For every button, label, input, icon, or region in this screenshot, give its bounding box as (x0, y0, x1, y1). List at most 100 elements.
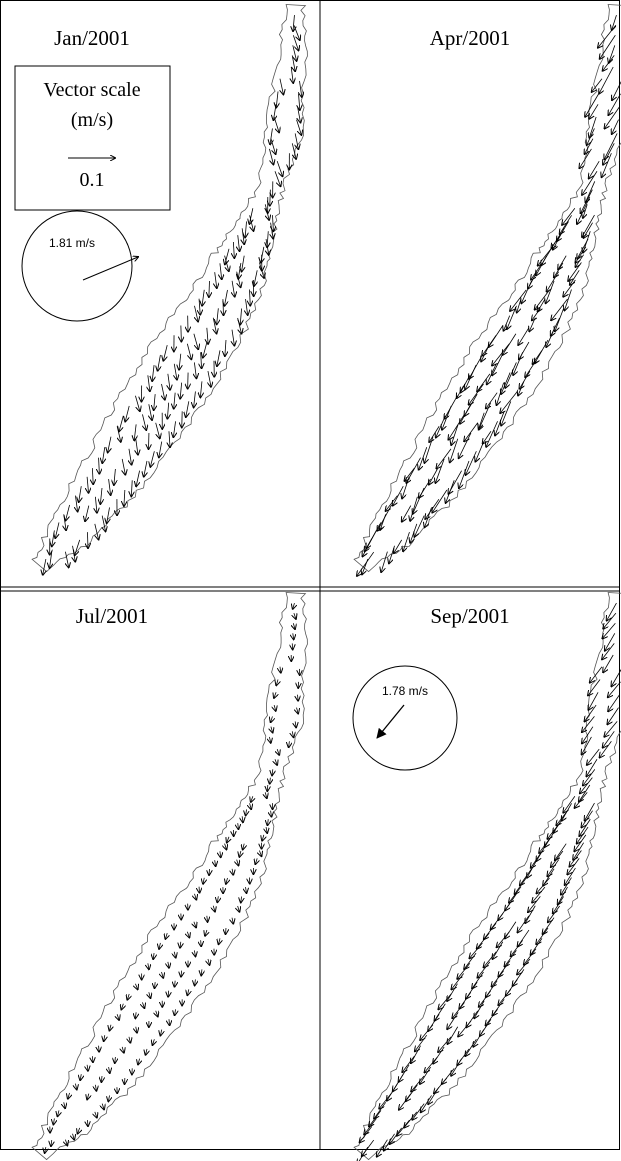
current-vector (100, 487, 102, 504)
current-vector (220, 263, 222, 279)
current-vector (102, 515, 105, 532)
current-vector (589, 116, 597, 138)
current-vector (275, 759, 277, 765)
current-vector (276, 161, 282, 176)
current-vector (446, 480, 455, 503)
current-vector (438, 1036, 452, 1052)
current-vector (497, 382, 505, 405)
current-vector (217, 308, 219, 324)
current-vector (232, 868, 233, 875)
current-vector (536, 255, 547, 276)
current-vector (148, 963, 149, 969)
current-vector (272, 769, 273, 775)
current-vector (567, 858, 580, 874)
current-vector (181, 970, 182, 977)
current-vector (266, 826, 267, 833)
current-vector (374, 1102, 387, 1118)
current-vector (434, 1077, 448, 1093)
current-vector (156, 1010, 158, 1017)
current-vector (121, 1003, 123, 1010)
current-vector (529, 317, 536, 332)
current-vector (581, 189, 593, 213)
current-vector (450, 438, 459, 463)
current-vector (379, 1092, 392, 1109)
current-vector (292, 35, 298, 50)
current-vector (162, 383, 165, 400)
current-vector (149, 992, 151, 998)
current-vector (209, 280, 210, 297)
current-vector (399, 1093, 412, 1110)
current-vector (224, 289, 227, 306)
current-vector (447, 983, 458, 1001)
current-vector (148, 375, 150, 391)
current-vector (546, 280, 555, 303)
current-vector (223, 299, 224, 315)
current-vector (511, 939, 523, 956)
current-vector (293, 25, 300, 40)
current-vector (122, 458, 125, 475)
current-vector (479, 990, 491, 1007)
current-vector (404, 1111, 418, 1128)
current-vector (295, 133, 298, 149)
current-vector (85, 505, 90, 522)
current-vector (160, 1029, 161, 1036)
current-vector (612, 119, 619, 134)
current-vector (592, 78, 603, 92)
current-vector (272, 215, 273, 231)
current-vector (505, 950, 517, 966)
current-vector (213, 317, 216, 334)
current-vector (498, 989, 512, 1005)
current-vector (261, 246, 264, 263)
current-vector (129, 1036, 130, 1043)
current-vector (136, 438, 138, 455)
current-vector (429, 468, 438, 484)
current-vector (180, 941, 181, 948)
current-vector (169, 1019, 170, 1025)
current-vector (297, 707, 299, 714)
current-vector (558, 886, 568, 904)
current-vector (531, 851, 543, 868)
current-vector (57, 1110, 58, 1116)
current-vector (570, 270, 580, 285)
current-vector (264, 204, 269, 220)
current-vector (114, 468, 116, 485)
current-vector (203, 877, 204, 884)
current-vector (556, 809, 569, 825)
current-vector (294, 613, 296, 619)
current-vector (428, 1086, 440, 1104)
current-vector (80, 1074, 81, 1080)
current-vector (109, 1024, 110, 1031)
current-vector (233, 241, 234, 258)
current-vector (165, 933, 167, 939)
current-vector (402, 1055, 415, 1072)
current-vector (270, 138, 276, 154)
current-vector (102, 447, 104, 463)
current-vector (168, 961, 169, 968)
current-vector (174, 951, 175, 958)
current-vector (208, 958, 210, 965)
vector-scale-legend: Vector scale (m/s) 0.1 (14, 65, 171, 211)
current-vector (135, 1012, 136, 1018)
current-vector (442, 405, 452, 430)
current-vector (194, 950, 195, 956)
current-vector (225, 843, 227, 850)
current-vector (357, 551, 375, 576)
current-vector (415, 1034, 428, 1051)
lakes (31, 4, 621, 1161)
current-vector (159, 942, 160, 949)
current-vector (414, 515, 425, 537)
current-vector (289, 741, 290, 747)
current-vector (124, 489, 125, 506)
current-vector (135, 395, 139, 411)
current-vector (201, 352, 202, 368)
current-vector (486, 1009, 498, 1025)
current-vector (425, 1056, 438, 1072)
current-vector (187, 989, 188, 995)
current-vector (575, 254, 584, 267)
current-vector (574, 834, 587, 851)
current-vector (51, 1140, 52, 1146)
current-vector (200, 381, 202, 397)
current-vector (469, 383, 484, 405)
current-vector (298, 106, 301, 123)
